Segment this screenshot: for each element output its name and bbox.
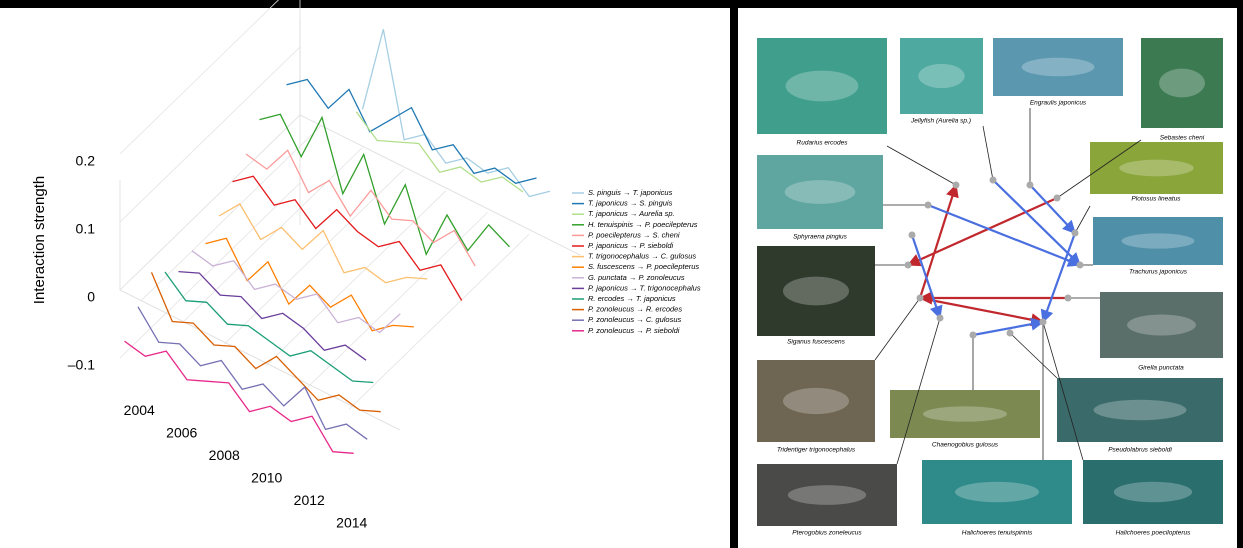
- species-caption: Chaenogobius gulosus: [932, 442, 999, 449]
- y-tick-label: 0: [87, 289, 95, 305]
- species-node: [1077, 262, 1084, 269]
- legend-label: P. japonicus → T. trigonocephalus: [588, 283, 701, 292]
- fish-shape: [955, 482, 1039, 502]
- y-tick-label: 0.1: [76, 221, 96, 237]
- species-caption: Halichoeres poecilopterus: [1116, 530, 1192, 537]
- y-tick-label: –0.1: [68, 357, 95, 373]
- fish-shape: [1119, 160, 1193, 177]
- fish-shape: [783, 388, 849, 414]
- legend-label: P. zonoleucus → R. ercodes: [588, 305, 682, 314]
- fish-shape: [1159, 69, 1205, 98]
- fish-shape: [1094, 400, 1187, 420]
- species-caption: Sphyraena pingius: [793, 234, 848, 241]
- species-node: [970, 332, 977, 339]
- x-tick-label: 2014: [336, 514, 367, 530]
- species-caption: Trachurus japonicus: [1129, 269, 1188, 276]
- legend-label: P. japonicus → P. sieboldi: [588, 241, 674, 250]
- fish-shape: [788, 485, 866, 505]
- species-node: [1054, 195, 1061, 202]
- legend-label: R. ercodes → T. japonicus: [588, 294, 676, 303]
- fish-shape: [786, 71, 859, 102]
- x-tick-label: 2004: [124, 402, 155, 418]
- species-node: [909, 232, 916, 239]
- fish-shape: [783, 277, 849, 306]
- species-node: [990, 177, 997, 184]
- legend-label: T. japonicus → S. pinguis: [588, 199, 673, 208]
- species-caption: Sebastes cheni: [1160, 135, 1205, 142]
- x-tick-label: 2006: [166, 424, 197, 440]
- species-node: [905, 262, 912, 269]
- legend-label: H. tenuispinis → P. poecilepterus: [588, 220, 698, 229]
- species-caption: Halichoeres tenuispinnis: [962, 530, 1033, 537]
- legend-label: P. zonoleucus → C. gulosus: [588, 315, 681, 324]
- species-caption: Pseudolabrus sieboldi: [1108, 447, 1172, 454]
- legend-label: S. pinguis → T. japonicus: [588, 188, 673, 197]
- figure: Interaction strength 0.2 0.1 0 –0.1 2004 2006…: [0, 0, 1243, 548]
- fish-shape: [918, 64, 964, 88]
- fish-shape: [1114, 482, 1192, 502]
- fish-shape: [785, 180, 856, 204]
- legend-label: S. fuscescens → P. poecilepterus: [588, 262, 699, 271]
- species-caption: Tridentiger trigonocephalus: [777, 447, 856, 454]
- x-tick-label: 2010: [251, 469, 282, 485]
- species-caption: Plotosus lineatus: [1131, 196, 1181, 203]
- species-node: [937, 315, 944, 322]
- fish-shape: [1127, 314, 1196, 335]
- fish-shape: [1122, 233, 1195, 248]
- legend-label: P. poecilepterus → S. cheni: [588, 230, 680, 239]
- fish-shape: [1022, 58, 1095, 77]
- x-tick-label: 2008: [209, 447, 240, 463]
- legend-label: T. japonicus → Aurelia sp.: [588, 209, 675, 218]
- species-node: [1027, 182, 1034, 189]
- x-tick-label: 2012: [294, 492, 325, 508]
- species-node: [953, 182, 960, 189]
- y-tick-label: 0.2: [76, 153, 96, 169]
- species-caption: Engraulis japonicus: [1030, 100, 1087, 107]
- species-caption: Girella punctata: [1138, 365, 1184, 372]
- legend-label: P. zonoleucus → P. sieboldi: [588, 326, 680, 335]
- species-caption: Jellyfish (Aurelia sp.): [910, 118, 971, 125]
- species-caption: Pterogobius zoneleucus: [792, 530, 862, 537]
- species-node: [1007, 330, 1014, 337]
- y-axis-title: Interaction strength: [31, 176, 48, 304]
- legend-label: T. trigonocephalus → C. gulosus: [588, 252, 696, 261]
- species-node: [1065, 295, 1072, 302]
- species-caption: Rudarius ercodes: [797, 140, 849, 147]
- species-caption: Siganus fuscescens: [787, 339, 846, 346]
- species-node: [1072, 230, 1079, 237]
- legend-label: G. punctata → P. zonoleucus: [588, 273, 685, 282]
- species-node: [925, 202, 932, 209]
- fish-shape: [923, 406, 1007, 421]
- species-node: [1040, 319, 1047, 326]
- species-node: [917, 295, 924, 302]
- page: Interaction strength 0.2 0.1 0 –0.1 2004 2006…: [0, 0, 1243, 548]
